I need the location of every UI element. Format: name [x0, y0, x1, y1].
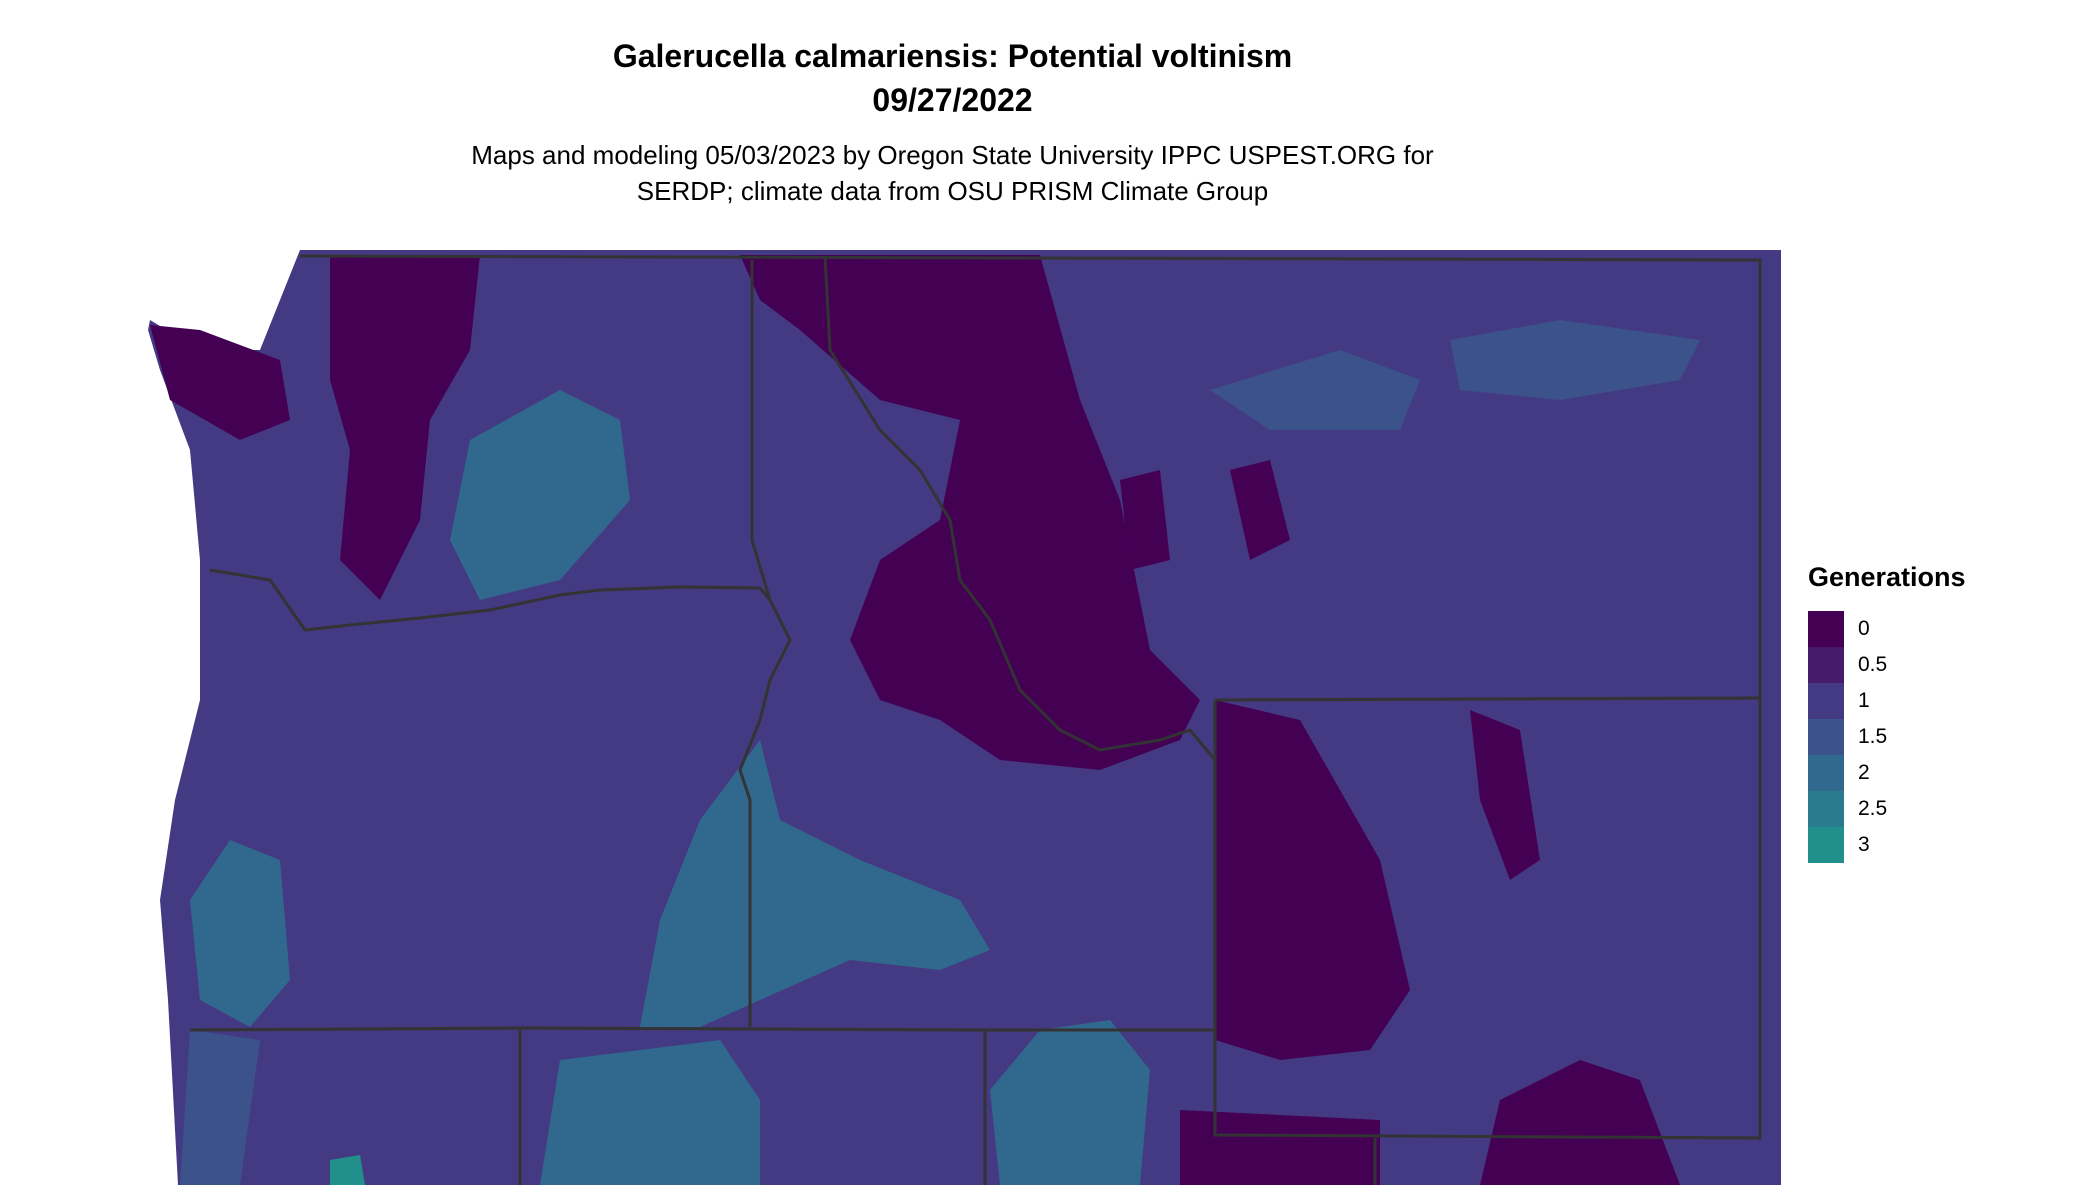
- legend-label: 0: [1858, 617, 1870, 640]
- legend-swatch: [1808, 611, 1844, 647]
- legend-label: 2.5: [1858, 797, 1888, 820]
- legend-item: 0: [1808, 611, 1966, 647]
- zone-3-generations: [330, 1155, 365, 1185]
- legend-label: 0.5: [1858, 653, 1888, 676]
- legend-swatch: [1808, 827, 1844, 863]
- legend-label: 2: [1858, 761, 1870, 784]
- legend-item: 2.5: [1808, 791, 1966, 827]
- legend-title: Generations: [1808, 562, 1966, 592]
- zone-0-generations: [150, 255, 1680, 1185]
- legend-swatch: [1808, 719, 1844, 755]
- map-date: 09/27/2022: [872, 82, 1033, 118]
- map-title: Galerucella calmariensis: Potential volt…: [612, 38, 1293, 74]
- legend-swatch: [1808, 755, 1844, 791]
- state-borders: [189, 254, 1762, 1185]
- legend-item: 2: [1808, 755, 1966, 791]
- legend-item: 1: [1808, 683, 1966, 719]
- legend-label: 1: [1858, 689, 1870, 712]
- legend-item: 3: [1808, 827, 1966, 863]
- legend-item: 1.5: [1808, 719, 1966, 755]
- legend-swatch: [1808, 791, 1844, 827]
- legend-swatch: [1808, 683, 1844, 719]
- subtitle-line-1: Maps and modeling 05/03/2023 by Oregon S…: [471, 140, 1434, 170]
- legend-label: 3: [1858, 833, 1870, 856]
- legend-swatch: [1808, 647, 1844, 683]
- zone-2-generations: [190, 390, 1150, 1185]
- legend: Generations 0 0.5 1 1.5 2 2.5 3: [1808, 562, 1966, 863]
- legend-item: 0.5: [1808, 647, 1966, 683]
- subtitle-line-2: SERDP; climate data from OSU PRISM Clima…: [636, 176, 1269, 206]
- zone-1-5-generations: [180, 320, 1700, 1185]
- legend-label: 1.5: [1858, 725, 1888, 748]
